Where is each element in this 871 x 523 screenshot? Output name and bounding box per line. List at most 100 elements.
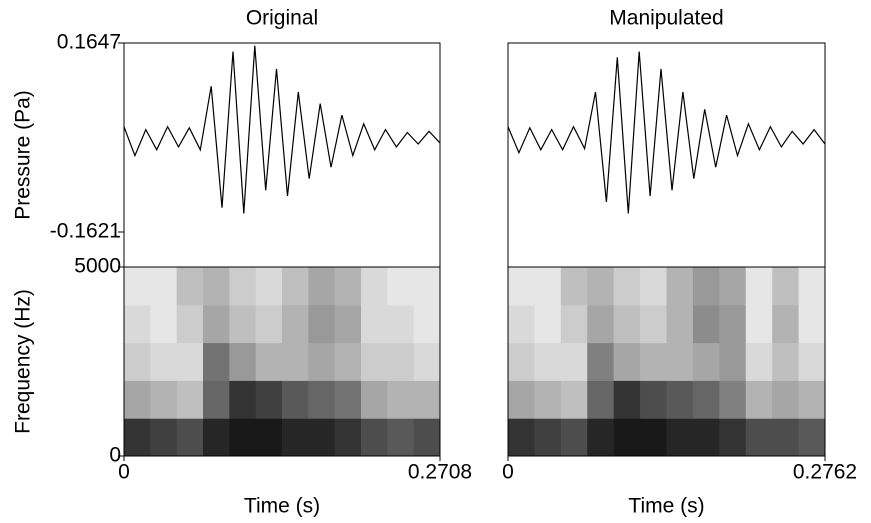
- spectrogram-cell: [203, 267, 230, 306]
- spectrogram-cell: [745, 418, 773, 457]
- x-tick-label: 0: [118, 461, 130, 484]
- spectrogram-cell: [534, 418, 562, 457]
- spectrogram-cell: [124, 304, 151, 344]
- plot-frame: [123, 266, 441, 457]
- spectrogram-cell: [255, 418, 283, 457]
- panel-title: Original: [246, 7, 318, 30]
- spectrogram-cell: [150, 342, 178, 381]
- spectrogram-cell: [798, 267, 826, 306]
- spectrogram-cell: [508, 267, 535, 306]
- spectrogram-cell: [613, 418, 641, 457]
- spectrogram-cell: [282, 267, 309, 306]
- spectrogram-cell: [719, 267, 747, 306]
- spectrogram-cell: [692, 380, 720, 419]
- spectrogram-cell: [308, 380, 336, 419]
- spectrogram-cell: [587, 267, 615, 306]
- spectrogram-cell: [772, 267, 800, 306]
- plot-frame: [507, 266, 826, 457]
- spectrogram-cell: [334, 267, 362, 306]
- spectrogram-cell: [719, 304, 747, 344]
- spectrogram-cell: [745, 380, 773, 419]
- spectrogram-cell: [229, 342, 257, 381]
- spectrogram-cell: [387, 342, 415, 381]
- spectrogram-cell: [334, 418, 362, 457]
- spectrogram-cell: [255, 267, 283, 306]
- spectrogram-cell: [203, 380, 230, 419]
- spectrogram-cell: [361, 304, 388, 344]
- spectrogram-cell: [534, 342, 562, 381]
- spectrogram-cell: [203, 418, 230, 457]
- spectrogram-cell: [745, 304, 773, 344]
- spectrogram-cell: [798, 380, 826, 419]
- spectrogram-cell: [692, 267, 720, 306]
- spectrogram-cell: [176, 342, 204, 381]
- spectrogram-cell: [640, 342, 667, 381]
- spectrogram-cell: [229, 380, 257, 419]
- plot-frame: [507, 42, 826, 268]
- spectrogram-cell: [560, 418, 588, 457]
- spectrogram-cell: [719, 418, 747, 457]
- spectrogram-cell: [772, 380, 800, 419]
- spectrogram-cell: [229, 304, 257, 344]
- spectrogram-cell: [560, 342, 588, 381]
- y-tick-label: 0.1647: [57, 31, 121, 54]
- spectrogram-cell: [255, 304, 283, 344]
- spectrogram-cell: [255, 342, 283, 381]
- x-tick-label: 0.2762: [793, 461, 857, 484]
- spectrogram-cell: [666, 342, 694, 381]
- spectrogram-cell: [124, 380, 151, 419]
- spectrogram-cell: [666, 304, 694, 344]
- spectrogram-cell: [413, 342, 441, 381]
- spectrogram-cell: [587, 380, 615, 419]
- y-tick-label: -0.1621: [50, 220, 121, 243]
- spectrogram-cell: [798, 342, 826, 381]
- spectrogram-cell: [772, 304, 800, 344]
- spectrogram-cell: [666, 418, 694, 457]
- spectrogram-cell: [308, 418, 336, 457]
- spectrogram-cell: [508, 380, 535, 419]
- spectrogram-cell: [587, 304, 615, 344]
- spectrogram-cell: [334, 380, 362, 419]
- spectrogram-cell: [150, 267, 178, 306]
- spectrogram-cell: [666, 267, 694, 306]
- spectrogram-cell: [613, 380, 641, 419]
- spectrogram-cell: [508, 342, 535, 381]
- y-tick-label: 0: [109, 444, 121, 467]
- spectrogram-cell: [666, 380, 694, 419]
- spectrogram-cell: [176, 267, 204, 306]
- spectrogram-cell: [534, 380, 562, 419]
- spectrogram-cell: [692, 304, 720, 344]
- spectrogram-cell: [334, 342, 362, 381]
- spectrogram-cell: [640, 304, 667, 344]
- spectrogram-cell: [560, 267, 588, 306]
- spectrogram-cell: [413, 418, 441, 457]
- spectrogram-cell: [413, 267, 441, 306]
- x-tick-label: 0.2708: [408, 461, 472, 484]
- spectrogram-cell: [640, 380, 667, 419]
- spectrogram-cell: [613, 304, 641, 344]
- spectrogram-cell: [508, 418, 535, 457]
- spectrogram-cell: [560, 380, 588, 419]
- spectrogram-cell: [282, 342, 309, 381]
- x-axis-label: Time (s): [628, 495, 704, 518]
- spectrogram-cell: [772, 342, 800, 381]
- spectrogram-cell: [124, 267, 151, 306]
- y-axis-label: Frequency (Hz): [12, 289, 35, 434]
- spectrogram-cell: [534, 267, 562, 306]
- plot-frame: [123, 42, 441, 268]
- spectrogram-cell: [124, 418, 151, 457]
- x-tick-label: 0: [502, 461, 514, 484]
- spectrogram-cell: [229, 267, 257, 306]
- spectrogram-cell: [587, 418, 615, 457]
- spectrogram-cell: [387, 380, 415, 419]
- spectrogram-cell: [176, 380, 204, 419]
- spectrogram-cell: [413, 380, 441, 419]
- waveform: [123, 45, 441, 214]
- spectrogram-cell: [308, 304, 336, 344]
- spectrogram-cell: [560, 304, 588, 344]
- spectrogram-cell: [508, 304, 535, 344]
- panel-title: Manipulated: [609, 7, 723, 30]
- spectrogram-cell: [203, 342, 230, 381]
- spectrogram-cell: [124, 342, 151, 381]
